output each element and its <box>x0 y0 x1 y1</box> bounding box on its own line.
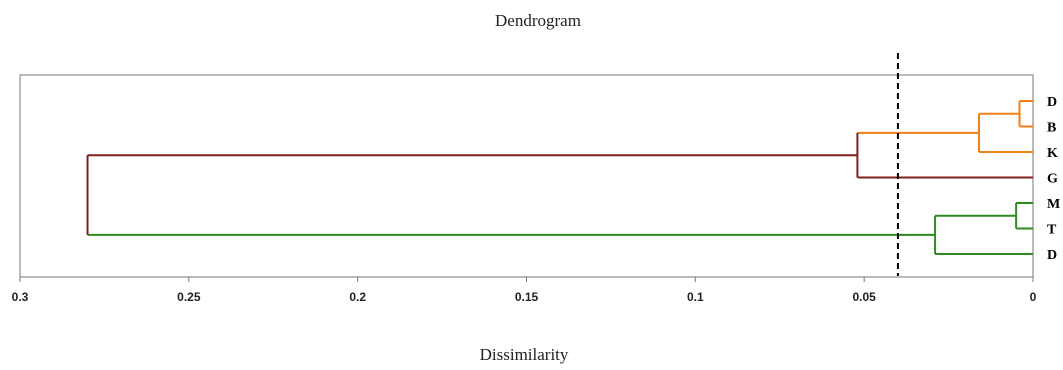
leaf-label: D <box>1047 95 1057 110</box>
leaf-label: K <box>1047 146 1058 161</box>
x-tick-label: 0.3 <box>12 290 29 304</box>
leaf-label: B <box>1047 121 1056 136</box>
chart-title: Dendrogram <box>495 11 581 30</box>
dendrogram-links <box>86 100 1033 255</box>
plot-area <box>19 74 1034 278</box>
x-tick-label: 0.2 <box>349 290 366 304</box>
x-tick-label: 0.05 <box>852 290 876 304</box>
leaf-label: M <box>1047 197 1060 212</box>
x-tick-label: 0 <box>1030 290 1037 304</box>
leaf-label: G <box>1047 172 1058 187</box>
x-axis: 0.3 0.25 0.2 0.15 0.1 0.05 0 <box>12 277 1037 304</box>
x-tick-label: 0.25 <box>177 290 201 304</box>
x-tick-label: 0.1 <box>687 290 704 304</box>
x-axis-label: Dissimilarity <box>480 345 569 364</box>
x-tick-label: 0.15 <box>515 290 539 304</box>
leaf-label: D <box>1047 248 1057 263</box>
leaf-label: T <box>1047 223 1057 238</box>
